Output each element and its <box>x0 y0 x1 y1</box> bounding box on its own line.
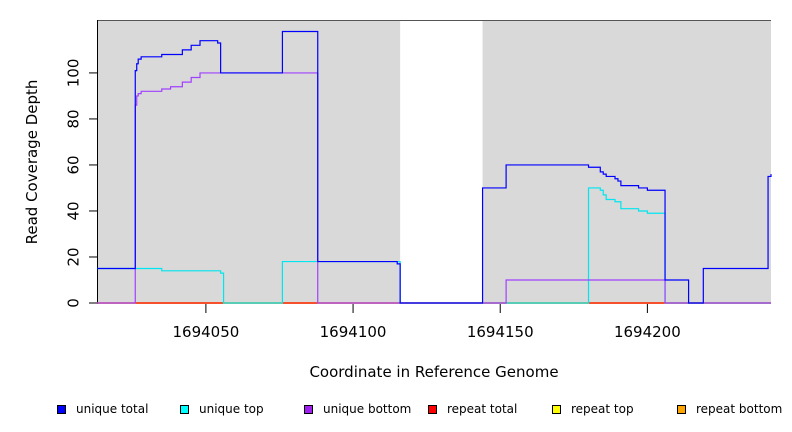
legend-swatch <box>180 404 189 414</box>
gap-region <box>400 20 483 304</box>
legend-swatch <box>304 404 313 414</box>
x-axis-label: Coordinate in Reference Genome <box>309 363 558 381</box>
legend-swatch <box>552 404 561 414</box>
x-tick-label: 1694050 <box>172 323 239 341</box>
legend: unique total unique top unique bottom repea… <box>0 400 792 420</box>
y-axis-ticks: 0 20 40 60 80 100 <box>65 59 97 308</box>
y-tick-label: 40 <box>65 201 83 220</box>
legend-item: repeat bottom <box>677 400 782 418</box>
legend-label: repeat top <box>571 402 634 416</box>
series-line-unique-total <box>97 30 772 304</box>
series-line-unique-top <box>97 187 771 304</box>
x-tick-label: 1694150 <box>467 323 534 341</box>
legend-item: unique total <box>57 400 148 418</box>
y-tick-label: 80 <box>65 109 83 128</box>
legend-swatch <box>677 404 686 414</box>
legend-swatch <box>57 404 66 414</box>
legend-label: unique total <box>76 402 149 416</box>
legend-label: repeat bottom <box>696 402 783 416</box>
x-tick-label: 1694200 <box>614 323 681 341</box>
legend-swatch <box>428 404 437 414</box>
y-tick-label: 100 <box>65 59 83 88</box>
legend-item: repeat total <box>428 400 517 418</box>
y-tick-label: 20 <box>65 247 83 266</box>
series-group <box>97 30 772 304</box>
y-tick-label: 0 <box>65 298 83 308</box>
y-tick-label: 60 <box>65 155 83 174</box>
legend-item: unique top <box>180 400 264 418</box>
legend-item: repeat top <box>552 400 634 418</box>
legend-item: unique bottom <box>304 400 411 418</box>
legend-label: unique top <box>199 402 264 416</box>
y-axis-label: Read Coverage Depth <box>23 80 41 245</box>
x-axis-ticks: 1694050 1694100 1694150 1694200 <box>172 304 681 341</box>
legend-label: repeat total <box>447 402 518 416</box>
x-tick-label: 1694100 <box>320 323 387 341</box>
legend-label: unique bottom <box>323 402 412 416</box>
